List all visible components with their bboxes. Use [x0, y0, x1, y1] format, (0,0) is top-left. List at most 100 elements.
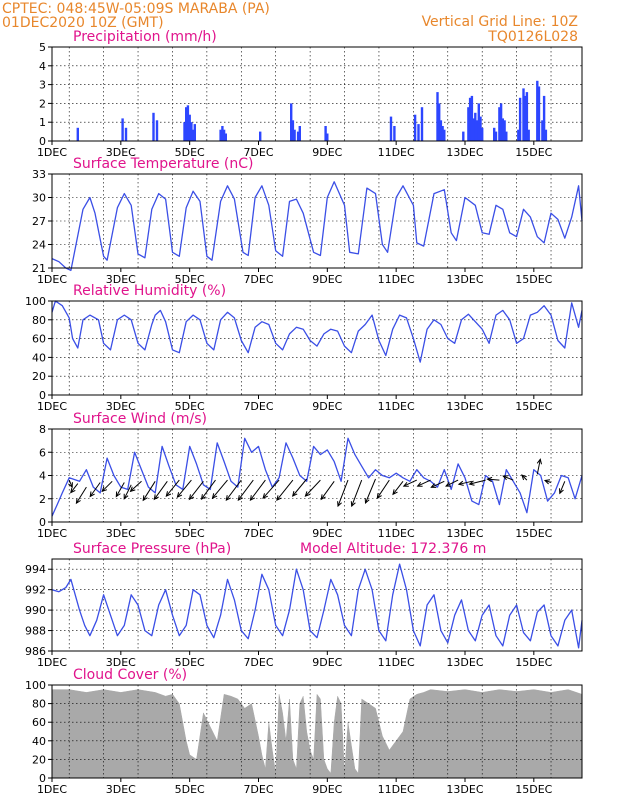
x-tick-label: 13DEC: [446, 527, 483, 540]
wind-arrow-head: [225, 495, 231, 501]
wind-arrow: [201, 479, 216, 500]
x-tick-label: 15DEC: [515, 273, 552, 286]
x-tick-label: 9DEC: [312, 656, 342, 669]
x-tick-label: 9DEC: [312, 783, 342, 796]
x-tick-label: 5DEC: [175, 400, 205, 413]
precip-bar: [326, 133, 329, 141]
panel-title: Cloud Cover (%): [73, 667, 187, 683]
y-tick-label: 2: [39, 493, 46, 506]
y-tick-label: 100: [25, 295, 46, 308]
precip-bar: [186, 105, 190, 141]
precip-bar: [522, 88, 525, 141]
series-line: [51, 437, 583, 517]
wind-arrow-head: [430, 483, 437, 488]
wind-arrow: [101, 480, 113, 492]
precip-bar: [498, 107, 501, 141]
wind-arrow-head: [142, 495, 148, 502]
wind-arrow: [237, 479, 254, 501]
wind-arrow-head: [249, 495, 256, 501]
wind-arrow: [70, 483, 79, 493]
x-tick-label: 7DEC: [243, 783, 273, 796]
wind-arrow-head: [237, 495, 244, 501]
wind-arrow-head: [165, 491, 172, 497]
wind-arrow: [417, 479, 431, 487]
precip-bar: [222, 129, 226, 141]
wind-arrow: [469, 479, 486, 485]
wind-arrow-head: [176, 492, 183, 498]
wind-arrow-head: [364, 497, 370, 505]
panel-title: Surface Pressure (hPa): [73, 541, 231, 557]
x-tick-label: 15DEC: [515, 656, 552, 669]
x-tick-label: 7DEC: [243, 400, 273, 413]
precip-bar: [155, 120, 159, 141]
x-tick-label: 7DEC: [243, 146, 273, 159]
precip-bar: [472, 118, 475, 141]
precip-bar: [470, 95, 474, 141]
y-tick-label: 6: [39, 446, 46, 459]
x-tick-label: 15DEC: [515, 400, 552, 413]
y-tick-label: 60: [32, 333, 46, 346]
y-tick-label: 1: [39, 116, 46, 129]
wind-arrow-head: [262, 493, 268, 499]
wind-arrow-head: [350, 501, 356, 508]
wind-arrow-head: [123, 493, 129, 500]
wind-arrow: [130, 480, 142, 492]
wind-arrow-head: [486, 476, 493, 483]
precip-bar: [121, 118, 124, 141]
wind-arrow: [115, 482, 125, 497]
wind-arrow: [376, 479, 390, 499]
y-tick-label: 4: [39, 60, 46, 73]
wind-arrow-head: [101, 486, 108, 493]
wind-arrow-head: [75, 498, 81, 505]
wind-arrow: [225, 479, 242, 501]
wind-arrow: [292, 478, 308, 497]
precip-bar: [524, 95, 527, 141]
x-tick-label: 11DEC: [378, 783, 415, 796]
y-tick-label: 3: [39, 79, 46, 92]
x-tick-label: 1DEC: [37, 146, 67, 159]
y-tick-label: 0: [39, 772, 46, 785]
wind-arrow: [276, 479, 294, 501]
x-tick-label: 3DEC: [106, 527, 136, 540]
x-tick-label: 11DEC: [378, 400, 415, 413]
wind-arrow-head: [320, 494, 326, 501]
precip-bar: [259, 131, 262, 141]
x-tick-label: 7DEC: [243, 273, 273, 286]
x-tick-label: 15DEC: [515, 146, 552, 159]
y-tick-label: 20: [32, 370, 46, 383]
wind-arrow-head: [188, 494, 195, 501]
header-line2-left: 01DEC2020 10Z (GMT): [2, 15, 164, 31]
x-tick-label: 13DEC: [446, 400, 483, 413]
wind-arrow-head: [457, 480, 464, 486]
wind-arrow: [337, 479, 349, 507]
y-tick-label: 5: [39, 41, 46, 54]
x-tick-label: 13DEC: [446, 656, 483, 669]
wind-arrow-head: [153, 494, 159, 501]
precip-bar: [193, 124, 196, 141]
x-tick-label: 5DEC: [175, 656, 205, 669]
panel-3: Surface Wind (m/s) 0 2 4 6 8 1DEC 3DEC 5DEC 7DEC 9…: [37, 411, 583, 540]
precip-bar: [190, 122, 193, 141]
x-tick-label: 1DEC: [37, 400, 67, 413]
wind-arrow-head: [89, 491, 95, 498]
series-line: [51, 181, 583, 272]
x-tick-label: 15DEC: [515, 783, 552, 796]
precip-bar: [441, 126, 444, 141]
precip-bar: [525, 92, 529, 141]
wind-arrow-head: [521, 474, 527, 481]
wind-arrow-head: [337, 501, 342, 508]
x-tick-label: 9DEC: [312, 400, 342, 413]
header-line1-right: Vertical Grid Line: 10Z: [422, 14, 578, 30]
x-tick-label: 15DEC: [515, 527, 552, 540]
y-tick-label: 2: [39, 97, 46, 110]
x-tick-label: 5DEC: [175, 783, 205, 796]
wind-arrow: [559, 481, 566, 494]
x-tick-label: 1DEC: [37, 656, 67, 669]
x-tick-label: 1DEC: [37, 527, 67, 540]
wind-arrow: [392, 480, 404, 495]
wind-arrow: [165, 479, 180, 497]
wind-arrow: [177, 479, 192, 498]
wind-arrow-head: [70, 487, 76, 494]
x-tick-label: 1DEC: [37, 273, 67, 286]
wind-arrow-head: [402, 481, 409, 487]
